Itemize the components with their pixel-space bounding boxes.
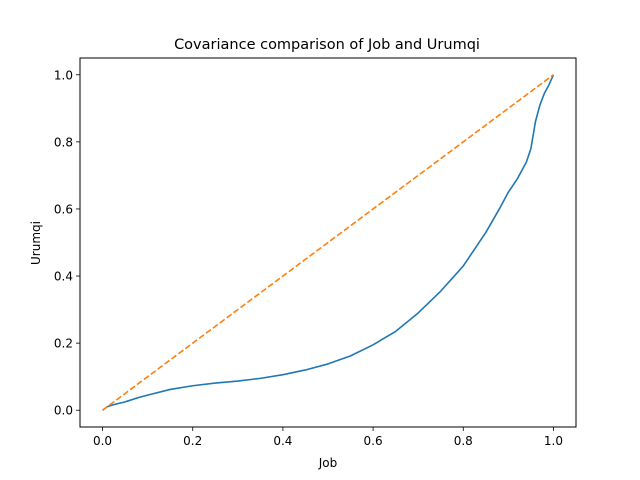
y-axis-label: Urumqi bbox=[29, 221, 43, 265]
x-tick-label: 1.0 bbox=[544, 434, 563, 448]
plot-lines bbox=[102, 74, 555, 411]
plot-frame bbox=[79, 57, 577, 428]
chart-title: Covariance comparison of Job and Urumqi bbox=[174, 37, 480, 53]
x-tick-label: 0.8 bbox=[454, 434, 473, 448]
x-tick-label: 0.2 bbox=[183, 434, 202, 448]
orange-reference-line bbox=[102, 74, 554, 411]
y-tick-label: 0.6 bbox=[54, 202, 73, 216]
x-tick-label: 0.4 bbox=[273, 434, 292, 448]
x-axis-label: Job bbox=[318, 456, 338, 470]
y-tick-label: 0.2 bbox=[54, 337, 73, 351]
y-tick-label: 0.8 bbox=[54, 135, 73, 149]
x-tick-label: 0.6 bbox=[364, 434, 383, 448]
y-tick-label: 0.0 bbox=[54, 404, 73, 418]
y-tick-label: 0.4 bbox=[54, 270, 73, 284]
y-tick-label: 1.0 bbox=[54, 68, 73, 82]
y-axis: 0.0 0.2 0.4 0.6 0.8 1.0 bbox=[54, 68, 80, 418]
blue-curve-line bbox=[102, 74, 555, 411]
x-tick-label: 0.0 bbox=[93, 434, 112, 448]
x-axis: 0.0 0.2 0.4 0.6 0.8 1.0 bbox=[93, 427, 563, 448]
